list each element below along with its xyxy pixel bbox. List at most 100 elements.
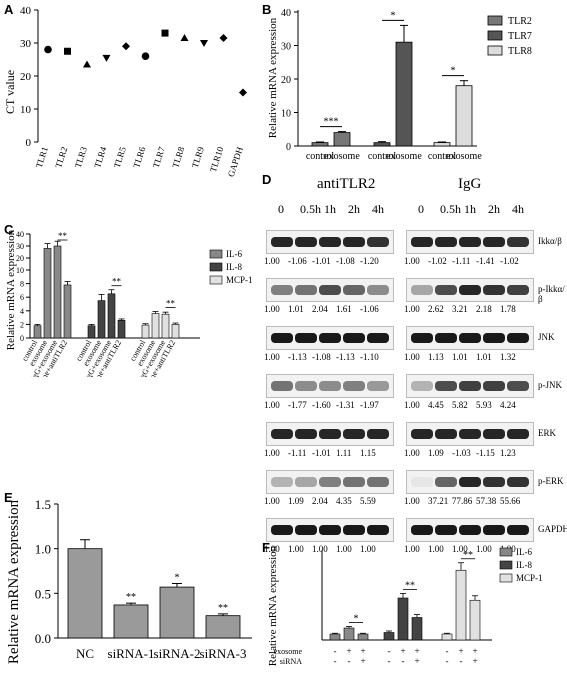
f-sign: + bbox=[360, 646, 365, 656]
blot-timepoint-label: 0.5h bbox=[440, 202, 461, 216]
blot-quant-value: 4.45 bbox=[428, 400, 444, 410]
c-ytick-label: 6 bbox=[20, 293, 24, 302]
blot-band bbox=[271, 525, 293, 535]
blot-band bbox=[507, 477, 529, 487]
blot-timepoint-label: 1h bbox=[464, 202, 476, 216]
blot-quant-value: 1.23 bbox=[500, 448, 516, 458]
blot-band bbox=[343, 285, 365, 295]
f-sign: - bbox=[446, 656, 449, 666]
c-ytick-label: 4 bbox=[20, 307, 24, 316]
blot-band bbox=[343, 477, 365, 487]
a-ytick-label: 10 bbox=[20, 104, 32, 116]
c-ytick-label: 30 bbox=[16, 242, 24, 251]
c-ytick-label: 20 bbox=[16, 254, 24, 263]
f-bar bbox=[329, 633, 341, 641]
blot-quant-value: -1.02 bbox=[428, 256, 447, 266]
e-sig-label: ** bbox=[218, 603, 228, 614]
blot-strip bbox=[406, 422, 534, 446]
blot-band bbox=[295, 381, 317, 391]
blot-band bbox=[319, 333, 341, 343]
c-ytick-label: 8 bbox=[20, 280, 24, 289]
f-bar bbox=[455, 569, 467, 641]
blot-band bbox=[367, 333, 389, 343]
blot-quant-value: 1.00 bbox=[288, 544, 304, 554]
a-xtick-label: TLR8 bbox=[170, 145, 186, 169]
c-legend-swatch bbox=[209, 262, 223, 272]
a-ytick-label: 40 bbox=[20, 5, 32, 17]
f-legend-label: MCP-1 bbox=[516, 573, 543, 583]
blot-quant-value: 1.15 bbox=[360, 448, 376, 458]
blot-band bbox=[343, 429, 365, 439]
f-sign: - bbox=[348, 656, 351, 666]
f-sign: + bbox=[472, 646, 477, 656]
c-sig-label: ** bbox=[58, 231, 68, 241]
panel-c-chart: Relative mRNA expression 0 2 4 6 8 10 20 30 40 *… bbox=[5, 229, 253, 377]
blot-quant-value: 1.00 bbox=[264, 448, 280, 458]
blot-band bbox=[483, 237, 505, 247]
blot-band bbox=[435, 525, 457, 535]
blot-quant-value: -1.03 bbox=[452, 448, 471, 458]
panel-a-ylabel: CT value bbox=[3, 70, 17, 114]
f-sig-label: ** bbox=[463, 550, 473, 561]
blot-band bbox=[507, 285, 529, 295]
f-row-label: siRNA bbox=[280, 657, 302, 666]
blot-protein-label: GAPDH bbox=[538, 524, 567, 534]
blot-quant-value: 1.00 bbox=[404, 304, 420, 314]
blot-timepoint-label: 0 bbox=[418, 202, 424, 216]
blot-quant-value: -1.13 bbox=[288, 352, 307, 362]
blot-quant-value: 1.00 bbox=[264, 352, 280, 362]
blot-protein-label: p-ERK bbox=[538, 476, 564, 486]
c-bar bbox=[87, 325, 96, 339]
blot-quant-value: 1.00 bbox=[404, 352, 420, 362]
b-xtick-label: control bbox=[306, 151, 335, 162]
blot-band bbox=[459, 477, 481, 487]
blot-quant-value: 2.04 bbox=[312, 496, 328, 506]
blot-band bbox=[295, 477, 317, 487]
blot-band bbox=[483, 285, 505, 295]
blot-strip bbox=[406, 518, 534, 542]
blot-quant-value: -1.97 bbox=[360, 400, 379, 410]
blot-quant-value: 1.11 bbox=[336, 448, 352, 458]
blot-band bbox=[319, 429, 341, 439]
a-xtick-label: GAPDH bbox=[226, 145, 245, 178]
e-xtick-label: siRNA-1 bbox=[108, 646, 155, 661]
e-bar bbox=[205, 615, 241, 639]
panel-d-blots: antiTLR2 IgG 0 0.5h 1h 2h 4h 0 0.5h 1h 2h 4h 1.00… bbox=[262, 172, 567, 554]
a-point bbox=[44, 45, 52, 54]
f-legend-label: IL-6 bbox=[516, 547, 532, 557]
blot-strip bbox=[266, 518, 394, 542]
blot-band bbox=[483, 525, 505, 535]
blot-band bbox=[459, 429, 481, 439]
blot-quant-value: 2.04 bbox=[312, 304, 328, 314]
b-legend-label: TLR7 bbox=[508, 31, 532, 42]
a-ytick-label: 30 bbox=[20, 38, 32, 50]
f-sign: + bbox=[360, 656, 365, 666]
blot-protein-label: p-JNK bbox=[538, 380, 562, 390]
b-legend-swatch bbox=[487, 30, 503, 41]
f-bar bbox=[357, 633, 369, 641]
blot-quant-value: 2.62 bbox=[428, 304, 444, 314]
b-xtick-label: exosome bbox=[446, 151, 482, 162]
blot-band bbox=[319, 525, 341, 535]
c-sig-label: ** bbox=[112, 277, 122, 287]
blot-strip bbox=[266, 422, 394, 446]
c-ytick-label: 10 bbox=[16, 266, 24, 275]
blot-band bbox=[459, 237, 481, 247]
blot-group-igg: IgG bbox=[458, 176, 482, 192]
a-point bbox=[141, 52, 150, 60]
blot-band bbox=[271, 477, 293, 487]
b-bar bbox=[395, 41, 413, 147]
blot-quant-value: 1.00 bbox=[360, 544, 376, 554]
f-sig-label: * bbox=[354, 614, 359, 625]
blot-quant-value: 5.93 bbox=[476, 400, 492, 410]
blot-quant-value: -1.01 bbox=[312, 448, 331, 458]
f-bar bbox=[441, 633, 453, 641]
blot-protein-label: ERK bbox=[538, 428, 556, 438]
blot-quant-value: 57.38 bbox=[476, 496, 497, 506]
b-sig-label: * bbox=[391, 10, 396, 21]
blot-quant-value: 1.00 bbox=[264, 400, 280, 410]
blot-quant-value: -1.20 bbox=[360, 256, 379, 266]
blot-strip bbox=[266, 470, 394, 494]
blot-protein-label: p-Ikkα/β bbox=[538, 284, 565, 304]
b-bar bbox=[311, 142, 329, 147]
